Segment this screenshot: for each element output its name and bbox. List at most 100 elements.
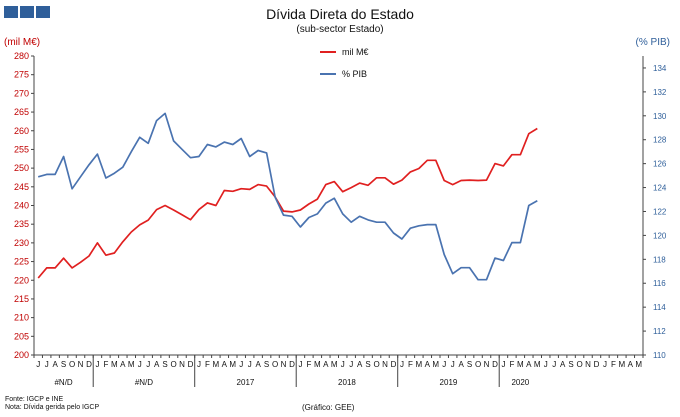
- month-label: A: [52, 360, 58, 369]
- month-label: M: [314, 360, 321, 369]
- right-tick-label: 134: [653, 64, 667, 73]
- month-label: J: [501, 360, 505, 369]
- left-tick-label: 210: [14, 313, 29, 323]
- footer-note: Nota: Dívida gerida pelo IGCP: [5, 404, 100, 411]
- month-label: F: [509, 360, 514, 369]
- month-label: J: [442, 360, 446, 369]
- left-tick-label: 280: [14, 51, 29, 61]
- right-tick-label: 118: [653, 255, 666, 264]
- month-label: J: [451, 360, 455, 369]
- month-label: D: [492, 360, 498, 369]
- month-label: J: [341, 360, 345, 369]
- month-label: M: [619, 360, 626, 369]
- legend-item-debt: mil M€: [320, 47, 369, 57]
- year-label: #N/D: [54, 378, 72, 387]
- month-label: D: [594, 360, 600, 369]
- month-label: J: [36, 360, 40, 369]
- month-label: D: [289, 360, 295, 369]
- footer-credit: (Gráfico: GEE): [302, 403, 355, 412]
- legend-label-gdp: % PIB: [342, 69, 368, 79]
- right-tick-label: 128: [653, 136, 667, 145]
- year-label: 2017: [237, 378, 255, 387]
- month-label: M: [635, 360, 642, 369]
- left-tick-label: 230: [14, 238, 29, 248]
- left-tick-label: 220: [14, 275, 29, 285]
- legend-swatch-gdp: [320, 73, 336, 75]
- month-label: S: [365, 360, 370, 369]
- legend-label-debt: mil M€: [342, 47, 369, 57]
- month-label: J: [603, 360, 607, 369]
- month-label: O: [373, 360, 379, 369]
- left-axis-label: (mil M€): [4, 37, 41, 48]
- month-label: D: [86, 360, 92, 369]
- legend-swatch-debt: [320, 51, 336, 53]
- month-label: A: [628, 360, 634, 369]
- right-tick-label: 124: [653, 184, 667, 193]
- chart-title: Dívida Direta do Estado: [266, 6, 414, 22]
- month-label: A: [120, 360, 126, 369]
- month-label: J: [544, 360, 548, 369]
- month-label: N: [179, 360, 185, 369]
- year-label: 2020: [511, 378, 529, 387]
- month-label: J: [45, 360, 49, 369]
- month-label: J: [400, 360, 404, 369]
- month-label: A: [425, 360, 431, 369]
- right-tick-label: 122: [653, 207, 667, 216]
- month-label: M: [213, 360, 220, 369]
- month-label: A: [222, 360, 228, 369]
- month-label: F: [205, 360, 210, 369]
- left-tick-label: 225: [14, 257, 29, 267]
- logo-square: [20, 6, 34, 18]
- left-tick-label: 260: [14, 126, 29, 136]
- left-tick-label: 205: [14, 331, 29, 341]
- month-label: A: [154, 360, 160, 369]
- left-tick-label: 265: [14, 107, 29, 117]
- footer-source: Fonte: IGCP e INE: [5, 396, 64, 403]
- month-label: M: [517, 360, 524, 369]
- month-label: F: [611, 360, 616, 369]
- right-tick-label: 114: [653, 303, 666, 312]
- month-label: O: [69, 360, 75, 369]
- year-label: #N/D: [135, 378, 153, 387]
- month-label: A: [255, 360, 261, 369]
- month-label: J: [197, 360, 201, 369]
- month-label: J: [138, 360, 142, 369]
- month-label: A: [357, 360, 363, 369]
- legend-item-gdp: % PIB: [320, 69, 367, 79]
- right-tick-label: 116: [653, 279, 666, 288]
- month-label: M: [331, 360, 338, 369]
- month-label: M: [229, 360, 236, 369]
- month-label: S: [264, 360, 269, 369]
- logo: [4, 6, 50, 18]
- month-label: J: [95, 360, 99, 369]
- month-label: M: [534, 360, 541, 369]
- month-label: M: [128, 360, 135, 369]
- logo-square: [4, 6, 18, 18]
- left-tick-label: 240: [14, 201, 29, 211]
- month-label: N: [382, 360, 388, 369]
- left-tick-label: 215: [14, 294, 29, 304]
- month-label: O: [576, 360, 582, 369]
- month-label: O: [272, 360, 278, 369]
- month-label: F: [103, 360, 108, 369]
- month-label: J: [298, 360, 302, 369]
- month-label: S: [568, 360, 573, 369]
- month-label: F: [408, 360, 413, 369]
- month-label: M: [432, 360, 439, 369]
- right-tick-label: 112: [653, 327, 666, 336]
- chart-subtitle: (sub-sector Estado): [296, 24, 384, 35]
- month-label: M: [416, 360, 423, 369]
- series-line-gdp: [37, 112, 538, 281]
- right-axis-label: (% PIB): [635, 37, 670, 48]
- left-tick-label: 255: [14, 144, 29, 154]
- month-label: M: [111, 360, 118, 369]
- month-label: D: [391, 360, 397, 369]
- month-label: J: [349, 360, 353, 369]
- logo-square: [36, 6, 50, 18]
- month-label: N: [484, 360, 490, 369]
- right-tick-label: 132: [653, 88, 667, 97]
- right-tick-label: 126: [653, 160, 667, 169]
- series-line-debt: [37, 127, 538, 279]
- month-label: N: [78, 360, 84, 369]
- month-label: N: [585, 360, 591, 369]
